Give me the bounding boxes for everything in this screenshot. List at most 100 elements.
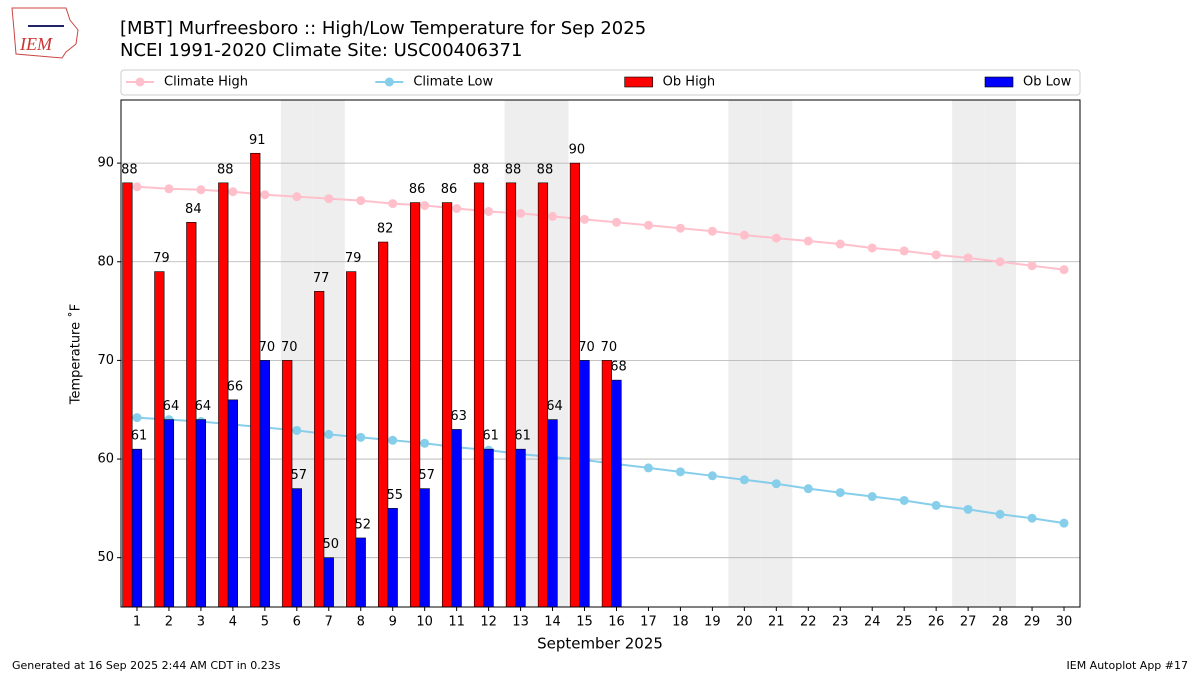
data-label: 70 — [281, 340, 298, 355]
bar — [154, 271, 165, 608]
point — [292, 425, 302, 435]
point — [771, 479, 781, 489]
legend-label: Ob High — [663, 75, 716, 90]
x-tick-label: 11 — [448, 615, 465, 630]
x-tick-label: 29 — [1024, 615, 1041, 630]
bar — [547, 419, 558, 608]
legend-label: Climate Low — [413, 75, 493, 90]
data-label: 55 — [386, 488, 403, 503]
y-tick-label: 80 — [97, 254, 114, 269]
bar — [409, 202, 421, 608]
bar — [355, 537, 366, 608]
data-label: 79 — [153, 251, 170, 266]
plot-frame — [120, 99, 1081, 608]
x-axis-label: September 2025 — [537, 635, 663, 653]
bar — [579, 360, 590, 608]
x-tick-label: 22 — [800, 615, 817, 630]
bar — [473, 182, 485, 608]
data-label: 61 — [514, 429, 531, 444]
point — [867, 243, 877, 253]
x-tick-label: 16 — [608, 615, 625, 630]
data-label: 57 — [291, 468, 308, 483]
x-tick-label: 23 — [832, 615, 849, 630]
data-label: 88 — [217, 162, 234, 177]
line — [136, 185, 1065, 271]
point — [420, 201, 430, 211]
point — [1027, 261, 1037, 271]
y-tick-label: 50 — [97, 550, 114, 565]
bar — [186, 222, 197, 608]
x-tick-label: 3 — [197, 615, 205, 630]
point — [643, 220, 653, 230]
y-tick-label: 70 — [97, 353, 114, 368]
line — [136, 416, 1065, 525]
legend-swatch — [624, 76, 653, 88]
bar — [505, 182, 517, 608]
legend-marker — [384, 77, 394, 87]
x-tick-label: 6 — [293, 615, 301, 630]
point — [1027, 513, 1037, 523]
bar — [419, 488, 430, 608]
weekend-shade — [952, 100, 985, 607]
x-tick-label: 21 — [768, 615, 785, 630]
bar — [259, 360, 270, 608]
point — [1059, 265, 1069, 275]
point — [484, 206, 494, 216]
weekend-shade — [760, 100, 793, 607]
bar — [122, 182, 133, 608]
x-tick-label: 1 — [133, 615, 141, 630]
data-label: 64 — [195, 399, 212, 414]
data-label: 82 — [377, 222, 394, 237]
y-axis-label: Temperature ˚F — [68, 304, 84, 405]
point — [835, 239, 845, 249]
weekend-shade — [728, 100, 761, 607]
bar — [346, 271, 357, 608]
data-label: 61 — [482, 429, 499, 444]
point — [931, 500, 941, 510]
bar — [195, 419, 207, 608]
data-label: 88 — [537, 162, 554, 177]
point — [931, 250, 941, 260]
data-label: 88 — [473, 162, 490, 177]
bar — [378, 241, 389, 608]
point — [388, 199, 398, 209]
point — [260, 190, 270, 200]
data-label: 86 — [409, 182, 426, 197]
point — [963, 504, 973, 514]
bar — [537, 182, 549, 608]
bar — [314, 291, 325, 608]
logo-outline — [11, 7, 79, 59]
data-label: 77 — [313, 271, 330, 286]
point — [356, 432, 366, 442]
x-tick-label: 4 — [229, 615, 237, 630]
point — [803, 236, 813, 246]
data-label: 91 — [249, 133, 266, 148]
logo-text: IEM — [19, 34, 53, 54]
point — [995, 509, 1005, 519]
x-tick-label: 27 — [960, 615, 977, 630]
bar — [483, 448, 494, 608]
legend-label: Ob Low — [1023, 75, 1072, 90]
data-label: 66 — [227, 379, 244, 394]
point — [324, 194, 334, 204]
legend-box — [120, 69, 1081, 96]
point — [132, 182, 142, 192]
x-tick-label: 2 — [165, 615, 173, 630]
x-tick-label: 19 — [704, 615, 721, 630]
data-label: 50 — [323, 537, 340, 552]
point — [420, 438, 430, 448]
data-label: 64 — [546, 399, 563, 414]
footer-left: Generated at 16 Sep 2025 2:44 AM CDT in … — [12, 659, 281, 672]
footer-right: IEM Autoplot App #17 — [1067, 659, 1189, 672]
x-tick-label: 12 — [480, 615, 497, 630]
bar — [569, 162, 581, 608]
x-tick-label: 26 — [928, 615, 945, 630]
point — [675, 223, 685, 233]
point — [707, 471, 717, 481]
data-label: 88 — [505, 162, 522, 177]
point — [292, 192, 302, 202]
point — [995, 257, 1005, 267]
y-tick-label: 60 — [97, 452, 114, 467]
